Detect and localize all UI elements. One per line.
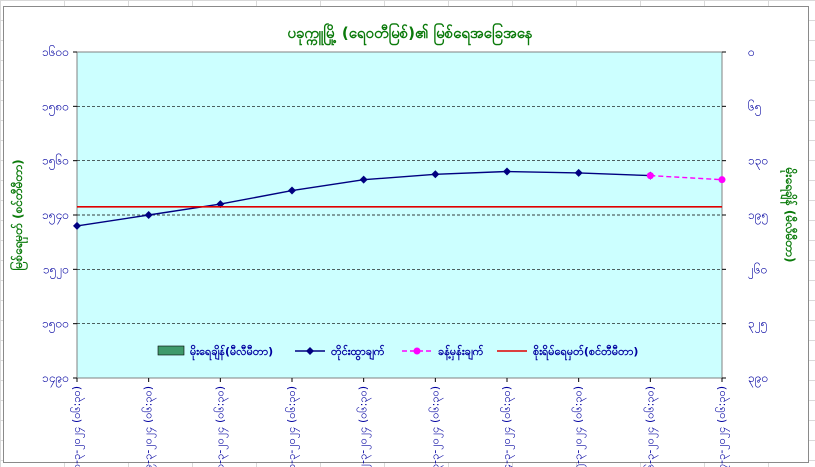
- x-tick-labels: ၈-၃-၂၀၂၄ (၀၆:၃၀) ၉-၃-၂၀၂၄ (၀၆:၃၀) ၁၀-၃-၂၀၂…: [70, 378, 730, 467]
- x-tick-label: ၁၁-၃-၂၀၂၄ (၀၆:၃၀): [285, 386, 300, 467]
- data-point: [73, 221, 81, 230]
- left-axis-title: မြစ်ရေမှတ် (စင်တီမီတာ): [8, 159, 29, 270]
- legend-label-rainfall: မိုးရေချိန်(မီလီမီတာ): [190, 344, 273, 361]
- x-tick-label: ၁၄-၃-၂၀၂၄ (၀၆:၃၀): [500, 386, 515, 467]
- data-point: [503, 167, 511, 176]
- data-point: [646, 172, 654, 180]
- right-tick-label: ၁၉၅: [748, 208, 768, 225]
- y-tick-label: ၁၆၀၀: [42, 44, 69, 59]
- gridlines: [77, 105, 722, 325]
- x-tick-label: ၁၅-၃-၂၀၂၄ (၀၆:၃၀): [572, 386, 587, 467]
- data-point: [574, 168, 583, 177]
- x-tick-label: ၁၆-၃-၂၀၂၄ (၀၆:၃၀): [643, 386, 658, 467]
- right-tick-label: ၂၆၀: [748, 261, 767, 279]
- x-tick-label: ၉-၃-၂၀၂၄ (၀၆:၃၀): [142, 386, 157, 467]
- y-tick-label: ၁၅၈၀: [42, 99, 69, 116]
- y-tick-label: ၁၅၀၀: [42, 317, 69, 334]
- data-point: [144, 211, 153, 219]
- x-tick-label: ၈-၃-၂၀၂၄ (၀၆:၃၀): [70, 386, 85, 467]
- right-axis-title: မိုးရေချိန် (မီလီမီတာ): [779, 167, 799, 263]
- chart-title: ပခုက္ကူမြို့ (ရေ၀တီမြစ်)၏ မြစ်ရေအခြေအနေ: [287, 22, 533, 46]
- y-tick-label: ၁၅၄၀: [42, 208, 69, 225]
- x-tick-label: ၁၂-၃-၂၀၂၄ (၀၆:၃၀): [357, 386, 372, 467]
- legend-swatch-rainfall: [157, 345, 185, 356]
- series-layer: [73, 167, 726, 230]
- legend-marker: [413, 347, 421, 355]
- legend-marker: [306, 347, 314, 355]
- legend-label-2: စိုးရိမ်ရေမှတ်(စင်တီမီတာ): [533, 344, 638, 361]
- y-tick-label: ၁၅၆၀: [42, 153, 69, 171]
- data-point: [718, 176, 726, 184]
- legend-label-1: ခန့်မှန်းချက်: [438, 344, 484, 361]
- y-tick-label: ၁၄၉၀: [42, 371, 69, 388]
- x-tick-label: ၁၀-၃-၂၀၂၄ (၀၆:၃၀): [213, 386, 228, 467]
- x-tick-label: ၁၃-၃-၂၀၂၄ (၀၆:၃၀): [428, 386, 443, 467]
- data-point: [359, 175, 368, 184]
- series-line-1: [650, 174, 723, 181]
- right-tick-label: ၃၉၀: [748, 371, 768, 388]
- legend: မိုးရေချိန်(မီလီမီတာ) တိုင်းထွာချက် ခန့်မှ…: [157, 344, 638, 361]
- x-tick-label: ၁၇-၃-၂၀၂၄ (၀၆:၃၀): [715, 386, 730, 467]
- right-tick-label: ၆၅: [748, 98, 762, 116]
- right-tick-label: ၃၂၅: [748, 317, 767, 334]
- y-tick-label: ၁၅၂၀: [43, 262, 69, 279]
- legend-label-0: တိုင်းထွာချက်: [331, 344, 385, 361]
- data-point: [431, 170, 440, 179]
- right-tick-label: ၀: [748, 45, 755, 59]
- right-tick-label: ၁၃၀: [748, 154, 768, 171]
- data-point: [288, 186, 296, 195]
